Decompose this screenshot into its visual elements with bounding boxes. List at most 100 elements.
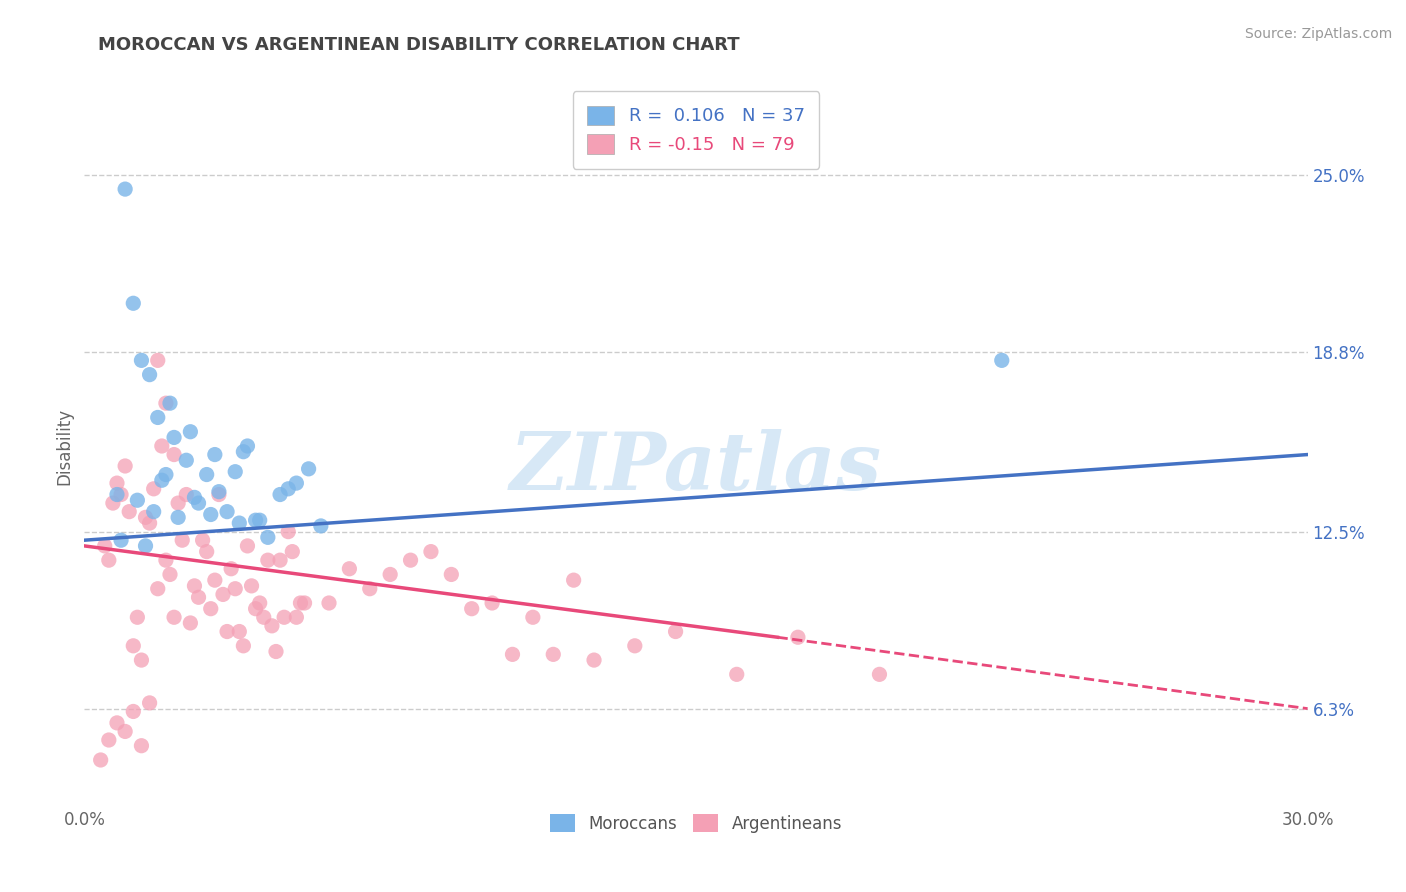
Point [167, 510, 190, 524]
Point [260, 619, 283, 633]
Point [236, 539, 259, 553]
Point [277, 482, 299, 496]
Point [142, 482, 165, 496]
Point [101, 496, 124, 510]
Point [253, 610, 276, 624]
Point [174, 453, 197, 467]
Point [290, 596, 312, 610]
Point [114, 182, 136, 196]
Point [380, 567, 402, 582]
Point [172, 533, 194, 548]
Point [339, 562, 361, 576]
Point [269, 487, 291, 501]
Point [155, 396, 177, 410]
Point [228, 624, 250, 639]
Point [200, 508, 222, 522]
Point [208, 487, 231, 501]
Point [118, 505, 141, 519]
Point [159, 567, 181, 582]
Point [114, 724, 136, 739]
Point [135, 510, 157, 524]
Point [281, 544, 304, 558]
Legend: Moroccans, Argentineans: Moroccans, Argentineans [538, 803, 853, 845]
Point [562, 573, 585, 587]
Point [146, 582, 169, 596]
Point [183, 579, 205, 593]
Text: MOROCCAN VS ARGENTINEAN DISABILITY CORRELATION CHART: MOROCCAN VS ARGENTINEAN DISABILITY CORRE… [98, 36, 740, 54]
Point [249, 596, 271, 610]
Point [105, 476, 128, 491]
Point [187, 591, 209, 605]
Point [277, 524, 299, 539]
Point [245, 513, 267, 527]
Point [204, 448, 226, 462]
Point [114, 458, 136, 473]
Point [236, 439, 259, 453]
Point [228, 516, 250, 530]
Point [273, 610, 295, 624]
Point [146, 353, 169, 368]
Point [420, 544, 443, 558]
Point [191, 533, 214, 548]
Point [294, 596, 316, 610]
Point [440, 567, 463, 582]
Point [219, 562, 242, 576]
Point [787, 630, 810, 644]
Point [232, 639, 254, 653]
Point [224, 465, 246, 479]
Point [127, 610, 149, 624]
Text: ZIPatlas: ZIPatlas [510, 429, 882, 506]
Point [155, 553, 177, 567]
Point [138, 696, 160, 710]
Point [150, 439, 173, 453]
Point [122, 296, 145, 310]
Point [249, 513, 271, 527]
Point [163, 430, 186, 444]
Point [110, 487, 132, 501]
Point [285, 476, 308, 491]
Point [240, 579, 263, 593]
Point [93, 539, 115, 553]
Point [481, 596, 503, 610]
Point [217, 624, 239, 639]
Point [208, 484, 231, 499]
Point [318, 596, 340, 610]
Point [298, 462, 321, 476]
Y-axis label: Disability: Disability [55, 408, 73, 484]
Point [195, 467, 218, 482]
Point [174, 487, 197, 501]
Point [135, 539, 157, 553]
Point [204, 573, 226, 587]
Point [122, 705, 145, 719]
Point [105, 487, 128, 501]
Point [163, 448, 186, 462]
Point [522, 610, 544, 624]
Point [105, 715, 128, 730]
Point [167, 496, 190, 510]
Point [179, 615, 201, 630]
Point [155, 467, 177, 482]
Point [90, 753, 112, 767]
Point [97, 553, 120, 567]
Point [869, 667, 891, 681]
Point [264, 644, 287, 658]
Point [269, 553, 291, 567]
Point [245, 601, 267, 615]
Point [200, 601, 222, 615]
Point [131, 353, 153, 368]
Point [131, 739, 153, 753]
Point [187, 496, 209, 510]
Point [138, 516, 160, 530]
Point [257, 530, 280, 544]
Point [217, 505, 239, 519]
Point [97, 733, 120, 747]
Point [110, 533, 132, 548]
Point [285, 610, 308, 624]
Point [583, 653, 606, 667]
Point [179, 425, 201, 439]
Point [624, 639, 647, 653]
Point [257, 553, 280, 567]
Point [224, 582, 246, 596]
Point [212, 587, 235, 601]
Point [163, 610, 186, 624]
